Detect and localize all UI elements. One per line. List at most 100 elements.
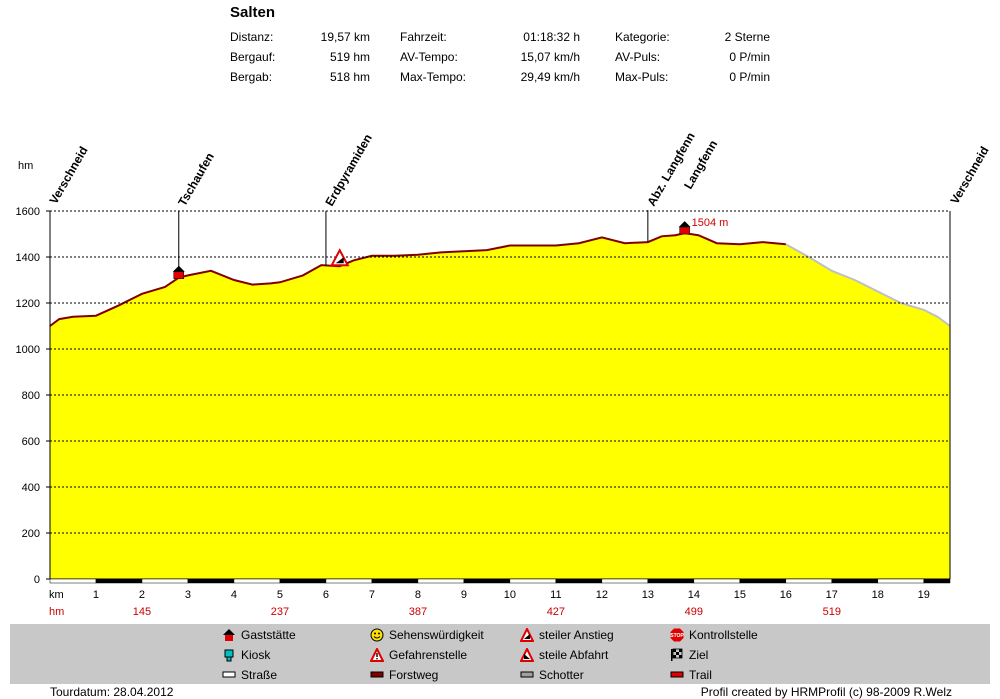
km-scale-segment xyxy=(693,578,741,584)
x-tick-label: 3 xyxy=(185,589,191,601)
forstweg-icon xyxy=(370,668,384,682)
legend-label: Ziel xyxy=(689,648,709,662)
legend-item: Straße xyxy=(222,668,277,682)
km-scale-segment xyxy=(877,578,925,584)
legend-item: steiler Anstieg xyxy=(519,626,614,642)
y-tick-label: 400 xyxy=(22,482,40,494)
km-scale-segment xyxy=(371,578,419,584)
km-scale-segment xyxy=(785,578,833,584)
y-tick-label: 0 xyxy=(34,574,40,586)
x-tick-label: 18 xyxy=(872,589,884,601)
km-scale-segment xyxy=(555,578,603,584)
legend-label: Kiosk xyxy=(241,648,271,662)
km-scale-segment xyxy=(739,578,787,584)
legend-label: Schotter xyxy=(539,668,584,682)
legend-item: Ziel xyxy=(670,648,708,662)
trail-icon xyxy=(670,668,684,682)
stat-value: 01:18:32 h xyxy=(523,30,580,44)
x-tick-label: 13 xyxy=(642,589,654,601)
stat-value: 19,57 km xyxy=(320,30,370,44)
stat-value: 0 P/min xyxy=(729,50,770,64)
climb-value: 519 xyxy=(823,606,841,618)
y-tick-label: 1200 xyxy=(16,298,40,310)
legend-label: Forstweg xyxy=(389,668,439,682)
x-tick-label: 15 xyxy=(734,589,746,601)
km-scale-segment xyxy=(95,578,143,584)
legend xyxy=(10,624,990,684)
y-axis-label: hm xyxy=(18,160,33,172)
climb-row-label: hm xyxy=(49,606,64,618)
legend-label: Straße xyxy=(241,668,278,682)
x-tick-label: 7 xyxy=(369,589,375,601)
km-scale-segment xyxy=(279,578,327,584)
km-scale-segment xyxy=(325,578,373,584)
y-tick-label: 1400 xyxy=(16,252,40,264)
schotter-icon xyxy=(520,668,534,682)
km-scale-segment xyxy=(233,578,281,584)
steiler-anstieg-icon xyxy=(335,257,344,264)
legend-label: Sehenswürdigkeit xyxy=(389,628,484,642)
climb-value: 387 xyxy=(409,606,427,618)
waypoint-label: Verschneid xyxy=(947,144,991,206)
stat-label: Max-Puls: xyxy=(615,70,669,84)
km-scale-segment xyxy=(463,578,511,584)
km-scale-segment xyxy=(509,578,557,584)
x-axis-label: km xyxy=(49,589,64,601)
gefahrenstelle-icon xyxy=(369,646,385,662)
legend-label: steiler Anstieg xyxy=(539,628,614,642)
kiosk-icon xyxy=(222,648,236,662)
km-scale-segment xyxy=(49,578,97,584)
strasse-icon xyxy=(222,668,236,682)
stat-label: AV-Tempo: xyxy=(400,50,458,64)
x-tick-label: 1 xyxy=(93,589,99,601)
waypoint-label: Tschaufen xyxy=(175,150,217,208)
x-tick-label: 11 xyxy=(550,589,561,601)
gasthaus-icon xyxy=(172,265,185,272)
stat-value: 2 Sterne xyxy=(724,30,770,44)
x-tick-label: 2 xyxy=(139,589,145,601)
x-tick-label: 16 xyxy=(780,589,792,601)
waypoint-label: Erdpyramiden xyxy=(322,132,374,209)
legend-item: Sehenswürdigkeit xyxy=(370,628,484,642)
climb-value: 427 xyxy=(547,606,565,618)
stat-value: 518 hm xyxy=(329,70,370,84)
page-title: Salten xyxy=(230,4,276,21)
stat-label: AV-Puls: xyxy=(615,50,661,64)
y-tick-label: 1600 xyxy=(16,206,40,218)
km-scale-segment xyxy=(187,578,235,584)
legend-label: Trail xyxy=(689,668,712,682)
climb-value: 499 xyxy=(685,606,703,618)
legend-item: Kiosk xyxy=(222,648,270,662)
legend-item: STOP Kontrollstelle xyxy=(670,628,758,642)
climb-value: 237 xyxy=(271,606,289,618)
steile-abfahrt-icon xyxy=(519,646,535,662)
stat-label: Kategorie: xyxy=(615,30,670,44)
km-scale-segment xyxy=(141,578,189,584)
stat-label: Max-Tempo: xyxy=(400,70,467,84)
x-tick-label: 12 xyxy=(596,589,608,601)
elevation-area xyxy=(50,233,950,579)
svg-text:STOP: STOP xyxy=(670,633,684,639)
y-tick-label: 1000 xyxy=(16,344,40,356)
y-tick-label: 600 xyxy=(22,436,40,448)
surface-line-gravel xyxy=(785,243,951,327)
stat-label: Bergauf: xyxy=(230,50,276,64)
climb-value: 145 xyxy=(133,606,151,618)
km-scale-segment xyxy=(831,578,879,584)
x-tick-label: 17 xyxy=(826,589,838,601)
x-tick-label: 5 xyxy=(277,589,283,601)
stat-value: 0 P/min xyxy=(729,70,770,84)
legend-item: Gefahrenstelle xyxy=(369,646,467,662)
gasthaus-icon xyxy=(678,221,691,228)
legend-item: Gaststätte xyxy=(222,628,296,642)
gasthaus-icon xyxy=(679,226,690,235)
legend-label: Gaststätte xyxy=(241,628,296,642)
stat-label: Distanz: xyxy=(230,30,274,44)
legend-label: Kontrollstelle xyxy=(689,628,758,642)
steiler-anstieg-icon xyxy=(519,626,535,642)
y-tick-label: 800 xyxy=(22,390,40,402)
stat-label: Bergab: xyxy=(230,70,273,84)
y-tick-label: 200 xyxy=(22,528,40,540)
waypoint-label: Verschneid xyxy=(46,144,90,206)
x-tick-label: 4 xyxy=(231,589,237,601)
